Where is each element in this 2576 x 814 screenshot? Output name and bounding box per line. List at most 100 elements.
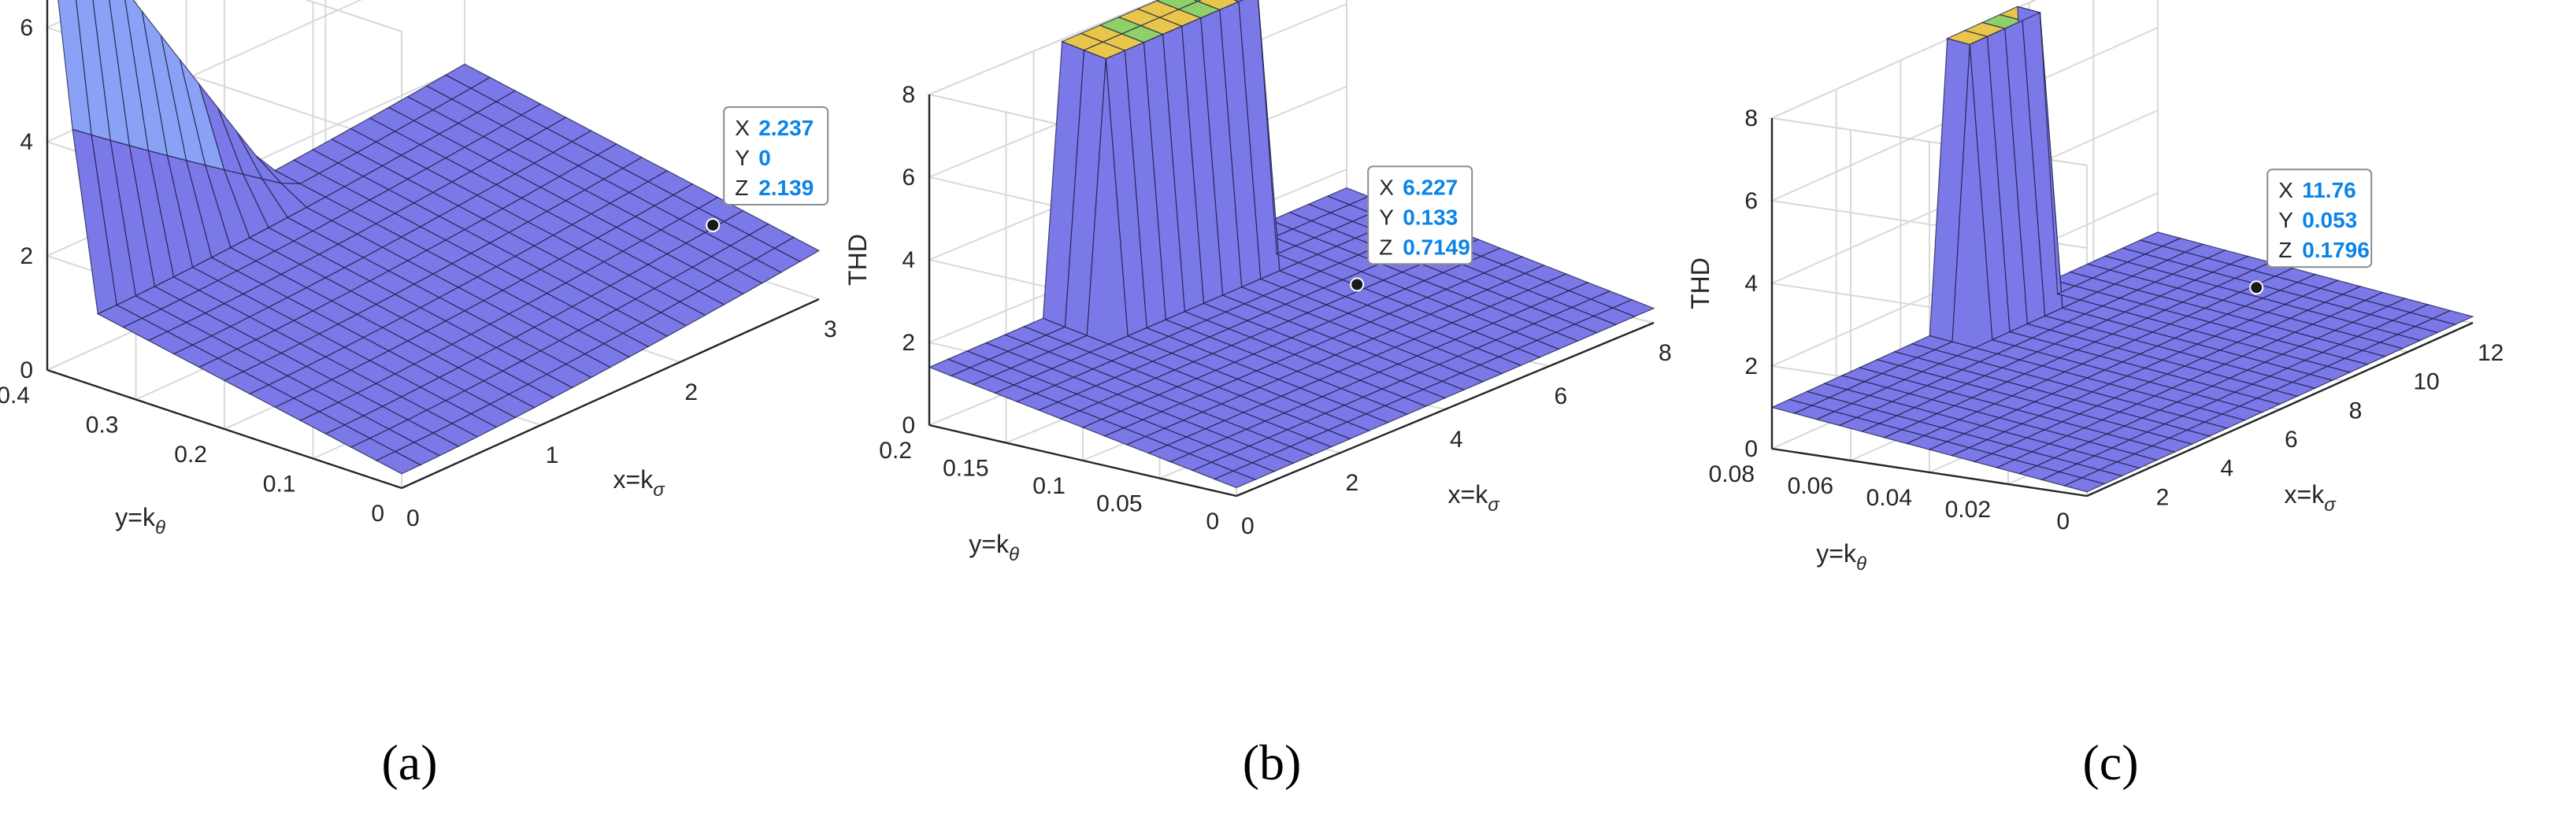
y-axis-label: y=kθ	[1816, 539, 1866, 575]
x-tick-label: 0	[1241, 513, 1255, 539]
z-tick-label: 8	[1744, 105, 1758, 131]
y-axis-label-sub: θ	[1009, 544, 1019, 565]
x-tick-label: 6	[2285, 427, 2298, 453]
y-tick-label: 0.1	[263, 472, 296, 498]
box-edge	[928, 0, 1159, 95]
x-tick-label: 12	[2478, 340, 2504, 366]
z-axis-label: THD	[1686, 257, 1714, 309]
y-axis-line	[46, 368, 402, 490]
datatip-z-value: 0.1796	[2302, 238, 2370, 262]
x-tick-label: 3	[824, 316, 837, 342]
z-tick-label: 2	[902, 330, 915, 356]
x-axis-line	[1236, 321, 1655, 498]
datatip-x-value: 6.227	[1403, 175, 1458, 199]
y-tick-label: 0	[371, 501, 384, 527]
x-axis-label-sub: σ	[1488, 494, 1500, 516]
x-tick-label: 2	[684, 379, 698, 405]
datatip-z-label: Z	[2278, 238, 2292, 262]
panel-caption: (a)	[381, 734, 437, 790]
z-axis-label: THD	[843, 234, 872, 286]
y-tick-label: 0.15	[943, 456, 988, 482]
y-tick-label: 0.2	[174, 442, 207, 468]
datatip-x-label: X	[1379, 175, 1394, 199]
z-tick-label: 8	[902, 82, 915, 108]
z-tick-label: 4	[1744, 271, 1758, 297]
datatip-marker[interactable]	[706, 217, 721, 232]
datatip-y-label: Y	[1379, 205, 1394, 229]
datatip-y-value: 0	[758, 146, 771, 170]
x-axis-line	[401, 298, 820, 490]
z-tick-label: 6	[902, 165, 915, 191]
y-tick-label: 0.4	[0, 383, 30, 409]
y-axis-label-sub: θ	[1856, 553, 1866, 575]
z-tick-label: 0	[1744, 436, 1758, 462]
y-tick-label: 0.05	[1096, 491, 1142, 517]
x-tick-label: 6	[1555, 383, 1568, 409]
y-axis-label: y=kθ	[969, 530, 1019, 565]
y-tick-label: 0.1	[1032, 473, 1066, 499]
datatip-z-label: Z	[1379, 235, 1392, 259]
chart-panel-3: 2468101200.020.040.060.0802468THDx=kσy=k…	[1686, 0, 2504, 790]
datatip-box[interactable]	[723, 105, 829, 205]
x-tick-label: 0	[406, 505, 420, 531]
x-axis-label: x=kσ	[1448, 480, 1501, 516]
datatip-y-value: 0.053	[2302, 208, 2357, 232]
datatip-box[interactable]	[2267, 168, 2373, 268]
z-tick-label: 0	[20, 357, 33, 383]
x-axis-label-sub: σ	[2324, 494, 2337, 516]
y-tick-label: 0	[1206, 509, 1219, 535]
datatip-box[interactable]	[1367, 165, 1473, 265]
y-axis-line	[1771, 447, 2088, 498]
datatip-x-value: 2.237	[758, 116, 814, 140]
y-tick-label: 0.02	[1945, 497, 1991, 523]
x-tick-label: 2	[2156, 484, 2170, 510]
y-tick-label: 0.08	[1709, 461, 1755, 487]
datatip-x-label: X	[2278, 178, 2293, 202]
x-tick-label: 4	[2220, 456, 2233, 482]
datatip-z-label: Z	[735, 176, 748, 200]
x-tick-label: 1	[546, 442, 559, 468]
datatip-marker[interactable]	[1350, 277, 1365, 292]
x-axis-label-main: x=k	[1448, 480, 1489, 509]
z-tick-label: 6	[20, 15, 33, 41]
surface-patch	[773, 236, 821, 262]
x-axis-label-main: x=k	[2285, 480, 2326, 509]
z-tick-label: 2	[20, 243, 33, 269]
z-tick-label: 4	[902, 247, 915, 273]
x-tick-label: 2	[1346, 470, 1359, 496]
axes	[928, 94, 1655, 498]
y-tick-label: 0.2	[879, 438, 912, 464]
datatip-y-value: 0.133	[1403, 205, 1458, 229]
y-axis-label-main: y=k	[1816, 539, 1857, 568]
x-tick-label: 10	[2413, 369, 2439, 395]
surface	[57, 0, 821, 475]
datatip-y-label: Y	[2278, 208, 2293, 232]
surface	[1770, 6, 2474, 493]
z-tick-label: 4	[20, 129, 33, 155]
datatip-x-value: 11.76	[2302, 178, 2356, 202]
x-tick-label: 8	[2349, 398, 2363, 424]
datatip-x-label: X	[735, 116, 750, 140]
box-edge	[304, 0, 402, 32]
y-axis-label-main: y=k	[115, 503, 156, 531]
y-axis-label-sub: θ	[155, 517, 165, 538]
panel-caption: (c)	[2082, 734, 2138, 790]
datatip-marker[interactable]	[2249, 280, 2264, 295]
axes	[46, 0, 820, 490]
x-tick-label: 8	[1659, 340, 1672, 366]
datatip-z-value: 2.139	[758, 176, 814, 200]
x-axis-label-main: x=k	[613, 465, 654, 494]
panel-caption: (b)	[1243, 734, 1302, 790]
y-tick-label: 0	[2056, 509, 2070, 535]
charts-root: 012300.10.20.30.402468THDx=kσy=kθX2.237Y…	[0, 0, 2504, 790]
chart-panel-1: 012300.10.20.30.402468THDx=kσy=kθX2.237Y…	[0, 0, 837, 790]
y-tick-label: 0.04	[1866, 485, 1912, 511]
surface-patch	[1611, 299, 1655, 317]
y-axis-label: y=kθ	[115, 503, 165, 538]
x-axis-line	[2086, 321, 2474, 498]
surface	[928, 0, 1655, 489]
datatip-y-label: Y	[735, 146, 750, 170]
z-tick-label: 0	[902, 413, 915, 438]
